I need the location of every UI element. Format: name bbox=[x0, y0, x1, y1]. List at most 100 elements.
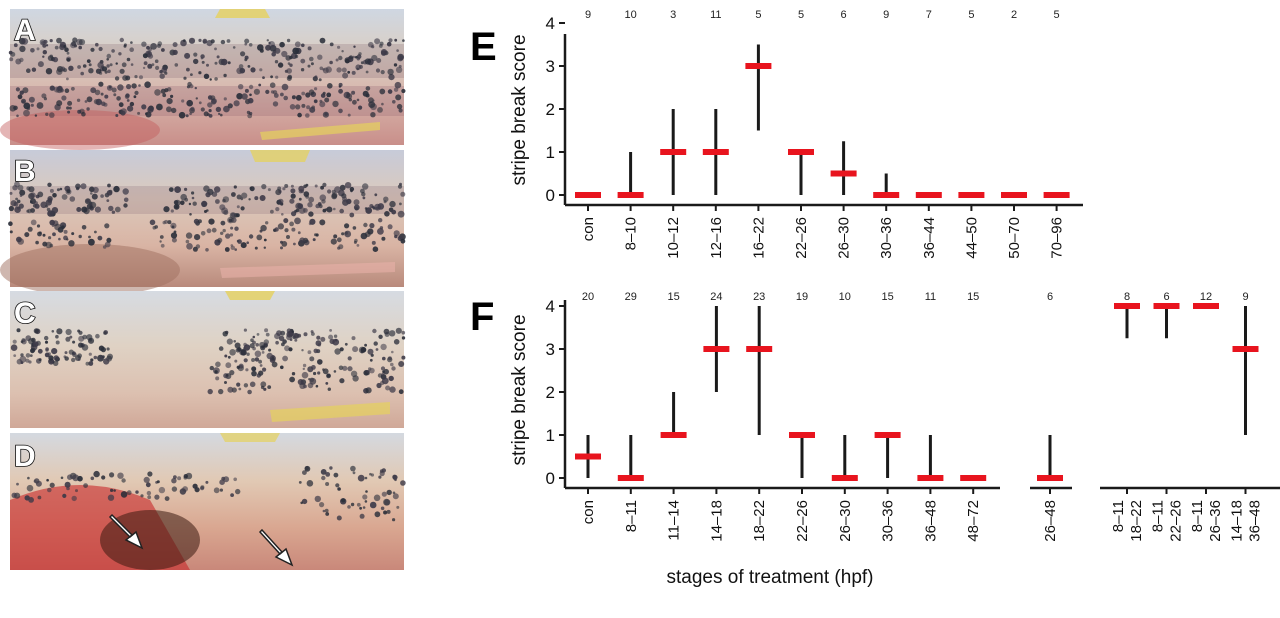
median-mark bbox=[873, 192, 900, 198]
median-mark bbox=[958, 192, 985, 198]
photo-panels: A B C D bbox=[0, 9, 406, 570]
sample-size-label: 19 bbox=[796, 291, 808, 303]
sample-size-label: 2 bbox=[1011, 9, 1017, 21]
x-tick-label: 26–30 bbox=[836, 217, 853, 259]
x-tick-label: 70–96 bbox=[1049, 217, 1066, 259]
x-tick-label: 8–11 bbox=[1189, 500, 1206, 532]
median-mark bbox=[915, 192, 942, 198]
x-tick-label: 8–10 bbox=[623, 217, 640, 250]
sample-size-label: 9 bbox=[585, 9, 591, 21]
y-tick-label: 0 bbox=[546, 186, 555, 205]
panel-label-c: C bbox=[14, 297, 36, 330]
x-tick-label: con bbox=[580, 500, 597, 524]
x-tick-label: 8–11 bbox=[1110, 500, 1127, 532]
sample-size-label: 11 bbox=[710, 9, 721, 21]
x-tick-label: 50–70 bbox=[1006, 217, 1023, 259]
median-mark bbox=[1043, 192, 1070, 198]
sample-size-label: 15 bbox=[967, 291, 979, 303]
sample-size-label: 5 bbox=[755, 9, 761, 21]
x-tick-label: 36–44 bbox=[921, 217, 938, 259]
x-tick-label: 30–36 bbox=[878, 217, 895, 259]
median-mark bbox=[831, 475, 858, 481]
x-tick-label: 18–22 bbox=[1128, 500, 1145, 542]
median-mark bbox=[617, 192, 644, 198]
sample-size-label: 23 bbox=[753, 291, 765, 303]
median-mark bbox=[1153, 303, 1180, 309]
melanophore-dots bbox=[9, 81, 406, 119]
melanophore-dots bbox=[218, 327, 406, 365]
melanophore-dots bbox=[8, 37, 405, 82]
arrow-icon bbox=[108, 513, 144, 550]
sample-size-label: 10 bbox=[624, 9, 636, 21]
median-mark bbox=[745, 63, 772, 69]
median-mark bbox=[1114, 303, 1140, 309]
sample-size-label: 8 bbox=[1124, 291, 1130, 303]
median-mark bbox=[874, 432, 901, 438]
photo-panel-a: A bbox=[0, 9, 406, 150]
median-mark bbox=[789, 432, 815, 438]
sample-size-label: 9 bbox=[1242, 291, 1248, 303]
x-tick-label: con bbox=[580, 217, 597, 241]
median-mark bbox=[660, 149, 687, 155]
median-mark bbox=[660, 432, 687, 438]
y-tick-label: 0 bbox=[546, 469, 555, 488]
x-tick-label: 48–72 bbox=[965, 500, 982, 542]
median-mark bbox=[617, 475, 644, 481]
sample-size-label: 6 bbox=[1047, 291, 1053, 303]
median-mark bbox=[1037, 475, 1063, 481]
median-mark bbox=[702, 149, 729, 155]
x-tick-label: 16–22 bbox=[750, 217, 767, 259]
sample-size-label: 15 bbox=[667, 291, 679, 303]
x-tick-label: 30–36 bbox=[880, 500, 897, 542]
median-mark bbox=[917, 475, 944, 481]
photo-panel-d: D bbox=[10, 433, 406, 570]
photo-panel-b: B bbox=[0, 150, 406, 296]
y-tick-label: 1 bbox=[546, 426, 555, 445]
panel-label-a: A bbox=[14, 14, 36, 47]
y-tick-label: 3 bbox=[546, 340, 555, 359]
median-mark bbox=[575, 453, 601, 460]
melanophore-dots bbox=[298, 465, 406, 522]
median-mark bbox=[788, 149, 814, 155]
y-tick-label: 3 bbox=[546, 57, 555, 76]
sample-size-label: 9 bbox=[883, 9, 889, 21]
melanophore-dots bbox=[207, 361, 405, 395]
y-tick-label: 2 bbox=[546, 100, 555, 119]
y-tick-label: 4 bbox=[546, 297, 555, 316]
sample-size-label: 29 bbox=[625, 291, 637, 303]
sample-size-label: 5 bbox=[968, 9, 974, 21]
x-tick-label: 44–50 bbox=[963, 217, 980, 259]
sample-size-label: 10 bbox=[839, 291, 851, 303]
melanophore-dots bbox=[11, 470, 241, 503]
sample-size-label: 15 bbox=[881, 291, 893, 303]
arrow-icon bbox=[258, 528, 294, 567]
y-axis-label: stripe break score bbox=[509, 34, 530, 185]
x-tick-label: 26–36 bbox=[1207, 500, 1224, 542]
panel-label-b: B bbox=[14, 155, 36, 188]
melanophore-dots bbox=[8, 219, 112, 249]
y-tick-label: 4 bbox=[546, 14, 555, 33]
sample-size-label: 11 bbox=[925, 291, 936, 303]
x-tick-label: 14–18 bbox=[1229, 500, 1246, 542]
sample-size-label: 6 bbox=[841, 9, 847, 21]
photo-panel-c: C bbox=[10, 291, 406, 428]
x-axis-label: stages of treatment (hpf) bbox=[667, 567, 874, 588]
chart-e: E 0 1 2 3 4 stripe break score 9 con 10 8–10 3 10–12… bbox=[470, 9, 1083, 259]
x-tick-label: 8–11 bbox=[623, 500, 640, 532]
x-tick-label: 8–11 bbox=[1150, 500, 1167, 532]
median-mark bbox=[575, 192, 601, 198]
panel-label: E bbox=[470, 25, 497, 69]
median-mark bbox=[960, 475, 987, 481]
y-axis-label: stripe break score bbox=[509, 314, 530, 465]
sample-size-label: 12 bbox=[1200, 291, 1212, 303]
sample-size-label: 5 bbox=[798, 9, 804, 21]
melanophore-dots bbox=[149, 216, 406, 252]
melanophore-dots bbox=[163, 182, 406, 219]
sample-size-label: 20 bbox=[582, 291, 594, 303]
x-tick-label: 12–16 bbox=[708, 217, 725, 259]
x-tick-label: 26–48 bbox=[1042, 500, 1059, 542]
panel-label-d: D bbox=[14, 440, 36, 473]
median-mark bbox=[830, 170, 857, 177]
